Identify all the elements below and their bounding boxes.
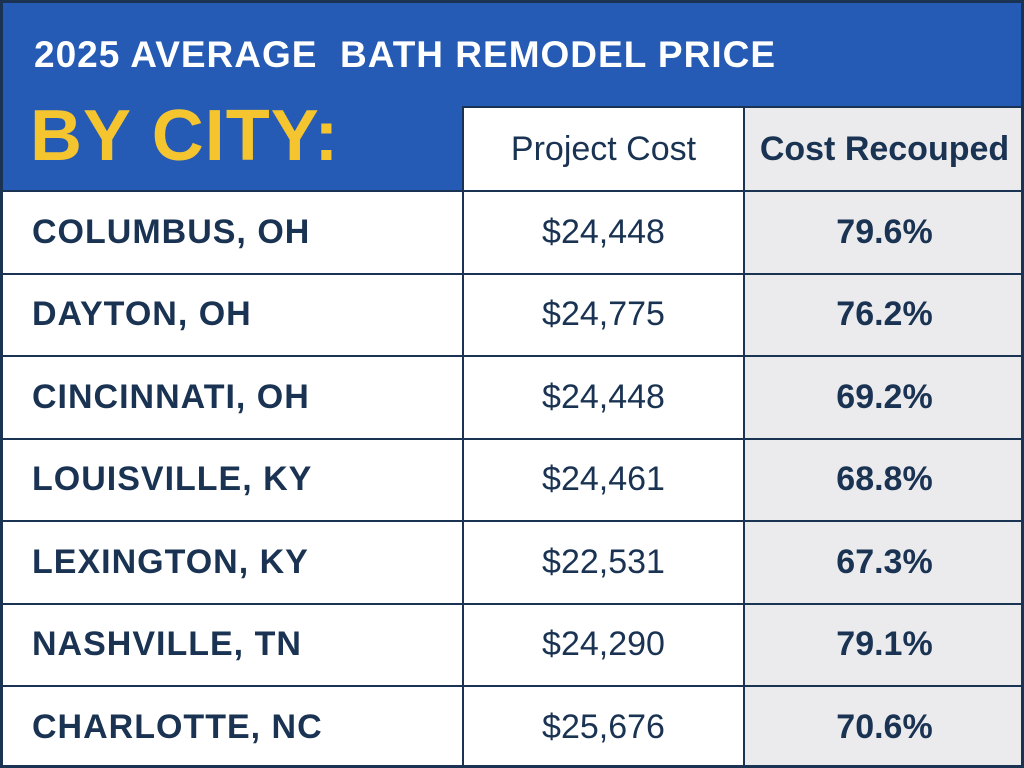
table-row: DAYTON, OH $24,775 76.2% (0, 272, 1024, 355)
city-cell: LOUISVILLE, KY (32, 460, 313, 499)
project-cost-cell: $24,448 (462, 357, 743, 438)
project-cost-cell: $25,676 (462, 687, 743, 768)
cost-recouped-cell: 70.6% (743, 687, 1024, 768)
cost-recouped-cell: 76.2% (743, 274, 1024, 355)
column-header-project-cost: Project Cost (462, 106, 743, 190)
project-cost-cell: $24,461 (462, 439, 743, 520)
table-row: COLUMBUS, OH $24,448 79.6% (0, 190, 1024, 273)
cost-recouped-cell: 79.6% (743, 192, 1024, 273)
city-cell: LEXINGTON, KY (32, 542, 309, 581)
project-cost-cell: $24,448 (462, 192, 743, 273)
cost-recouped-cell: 69.2% (743, 357, 1024, 438)
cost-recouped-cell: 68.8% (743, 439, 1024, 520)
table-row: CINCINNATI, OH $24,448 69.2% (0, 355, 1024, 438)
table-row: CHARLOTTE, NC $25,676 70.6% (0, 685, 1024, 768)
city-cell: NASHVILLE, TN (32, 625, 302, 664)
cost-recouped-cell: 79.1% (743, 604, 1024, 685)
project-cost-cell: $24,775 (462, 274, 743, 355)
table-row: LOUISVILLE, KY $24,461 68.8% (0, 437, 1024, 520)
column-header-cost-recouped: Cost Recouped (743, 106, 1024, 190)
project-cost-cell: $24,290 (462, 604, 743, 685)
cost-recouped-cell: 67.3% (743, 522, 1024, 603)
project-cost-cell: $22,531 (462, 522, 743, 603)
page-title: 2025 AVERAGE BATH REMODEL PRICE (34, 34, 776, 75)
city-cell: DAYTON, OH (32, 295, 252, 334)
city-cell: COLUMBUS, OH (32, 212, 311, 251)
table-row: NASHVILLE, TN $24,290 79.1% (0, 602, 1024, 685)
city-cell: CINCINNATI, OH (32, 377, 310, 416)
table-row: LEXINGTON, KY $22,531 67.3% (0, 520, 1024, 603)
page-subtitle: BY CITY: (30, 96, 340, 176)
city-cell: CHARLOTTE, NC (32, 708, 323, 746)
